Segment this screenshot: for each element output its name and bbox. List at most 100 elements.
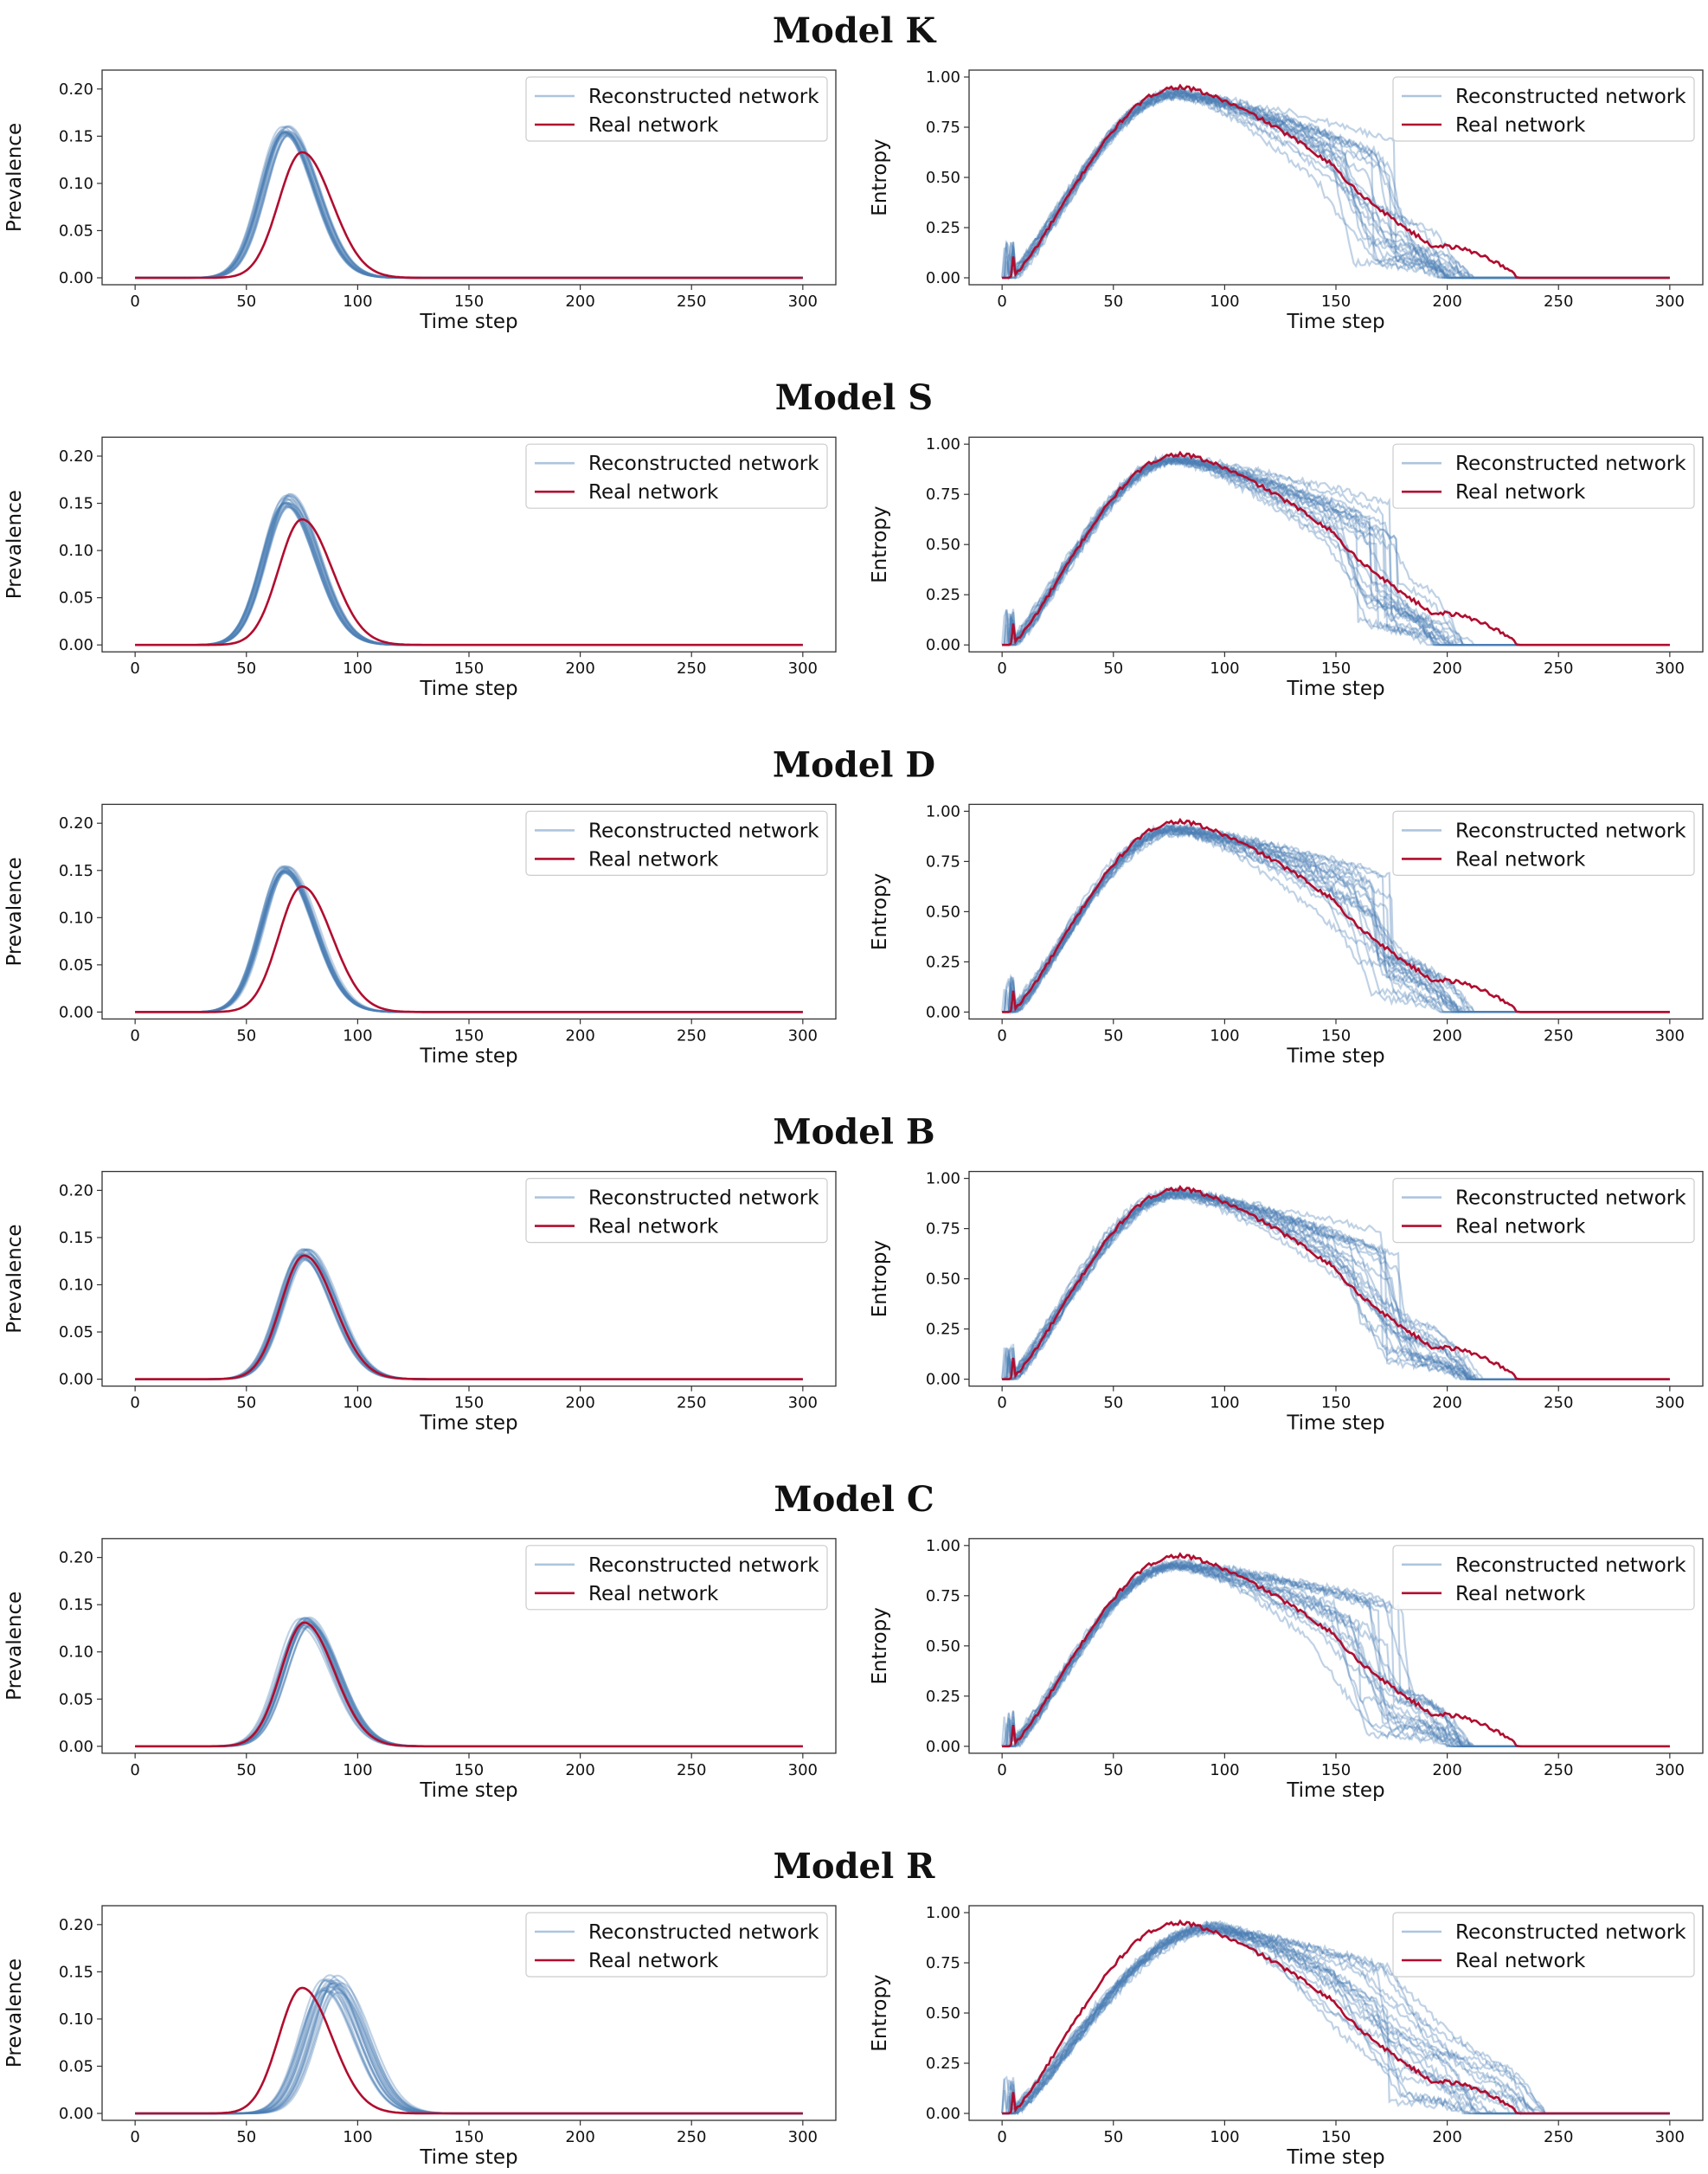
legend-real-label: Real network <box>588 114 719 137</box>
reconstructed-series-line <box>135 1251 803 1380</box>
reconstructed-series-line <box>135 1979 803 2115</box>
x-tick-label: 200 <box>1432 659 1461 678</box>
x-tick-label: 150 <box>1321 1761 1351 1779</box>
reconstructed-series-line <box>135 1625 803 1747</box>
y-tick-label: 0.15 <box>59 127 93 145</box>
reconstructed-series-line <box>135 502 803 646</box>
x-tick-label: 250 <box>677 2128 706 2146</box>
x-tick-label: 50 <box>236 659 256 678</box>
reconstructed-series-line <box>135 1618 803 1747</box>
reconstructed-series-line <box>135 1974 803 2115</box>
x-tick-label: 50 <box>1103 1394 1123 1412</box>
legend: Reconstructed network Real network <box>1392 1912 1695 1978</box>
legend-reconstructed-label: Reconstructed network <box>588 1187 819 1210</box>
reconstructed-series-line <box>135 1985 803 2115</box>
entropy-panel: 0 50 100 150 200 250 300 0.00 0.25 0.50 0.75 1.00 Ti… <box>869 68 1704 333</box>
legend-box <box>525 1177 828 1244</box>
legend: Reconstructed network Real network <box>525 1177 828 1244</box>
x-axis-label: Time step <box>419 1045 517 1067</box>
real-series-line <box>1002 83 1670 280</box>
reconstructed-series-line <box>135 871 803 1013</box>
legend-box <box>1392 810 1695 877</box>
reconstructed-series-line <box>135 1256 803 1380</box>
legend: Reconstructed network Real network <box>525 443 828 509</box>
reconstructed-series-line <box>135 1989 803 2115</box>
reconstructed-series-line <box>135 872 803 1013</box>
x-axis-label: Time step <box>419 1412 517 1435</box>
x-tick-label: 150 <box>454 2128 484 2146</box>
x-tick-label: 50 <box>1103 1026 1123 1045</box>
reconstructed-series-line <box>135 1624 803 1747</box>
y-axis-label: Entropy <box>869 873 891 950</box>
y-tick-label: 0.20 <box>59 447 93 466</box>
legend: Reconstructed network Real network <box>1392 810 1695 877</box>
reconstructed-series-line <box>135 1617 803 1747</box>
x-axis-label: Time step <box>1286 678 1384 700</box>
x-tick-label: 250 <box>677 293 706 311</box>
real-series-line <box>1002 1552 1670 1748</box>
y-tick-label: 0.15 <box>59 1229 93 1247</box>
reconstructed-series-line <box>135 865 803 1013</box>
legend: Reconstructed network Real network <box>1392 76 1695 142</box>
y-tick-label: 0.10 <box>59 175 93 193</box>
x-tick-label: 200 <box>565 659 594 678</box>
reconstructed-series-line <box>135 866 803 1013</box>
reconstructed-series-line <box>135 502 803 646</box>
reconstructed-series-line <box>135 1254 803 1380</box>
model-title: Model C <box>774 1479 934 1520</box>
reconstructed-series-line <box>135 870 803 1013</box>
real-series-line <box>135 1254 803 1380</box>
reconstructed-series-line <box>135 1981 803 2115</box>
legend-reconstructed-label: Reconstructed network <box>1455 1187 1686 1210</box>
y-tick-label: 0.05 <box>59 589 93 608</box>
y-tick-label: 0.25 <box>926 953 960 971</box>
y-tick-label: 0.75 <box>926 1220 960 1238</box>
y-tick-label: 0.75 <box>926 1954 960 1972</box>
y-tick-label: 0.50 <box>926 2004 960 2023</box>
x-tick-label: 300 <box>788 1026 818 1045</box>
y-axis-label: Entropy <box>869 506 891 583</box>
x-tick-label: 100 <box>343 2128 372 2146</box>
y-tick-label: 0.00 <box>926 1003 960 1021</box>
x-tick-label: 50 <box>1103 1761 1123 1779</box>
legend: Reconstructed network Real network <box>1392 1177 1695 1244</box>
x-axis-label: Time step <box>419 2146 517 2169</box>
reconstructed-series-line <box>135 1979 803 2115</box>
reconstructed-series-line <box>135 1248 803 1380</box>
y-tick-label: 0.00 <box>926 269 960 287</box>
x-tick-label: 50 <box>236 1394 256 1412</box>
y-tick-label: 0.10 <box>59 542 93 560</box>
x-tick-label: 300 <box>788 2128 818 2146</box>
reconstructed-series-line <box>135 502 803 646</box>
y-axis-label: Prevalence <box>3 123 26 232</box>
x-tick-label: 250 <box>1544 1761 1573 1779</box>
legend: Reconstructed network Real network <box>525 76 828 142</box>
x-tick-label: 100 <box>343 1394 372 1412</box>
reconstructed-series-line <box>135 498 803 646</box>
y-axis-label: Entropy <box>869 1974 891 2051</box>
entropy-panel: 0 50 100 150 200 250 300 0.00 0.25 0.50 0.75 1.00 Ti… <box>869 802 1704 1067</box>
y-tick-label: 1.00 <box>926 1904 960 1922</box>
reconstructed-series-line <box>135 1624 803 1747</box>
x-tick-label: 0 <box>130 293 139 311</box>
legend-real-label: Real network <box>1455 481 1586 504</box>
y-tick-label: 0.15 <box>59 495 93 513</box>
reconstructed-series-line <box>135 1987 803 2115</box>
x-tick-label: 150 <box>454 1761 484 1779</box>
x-tick-label: 300 <box>1655 659 1685 678</box>
y-tick-label: 0.10 <box>59 1277 93 1295</box>
y-tick-label: 0.50 <box>926 536 960 554</box>
x-tick-label: 100 <box>1210 1394 1239 1412</box>
prevalence-panel: 0 50 100 150 200 250 300 0.00 0.05 0.10 0.15 0.20 Ti… <box>3 1538 837 1802</box>
x-tick-label: 100 <box>1210 1026 1239 1045</box>
reconstructed-series-line <box>135 870 803 1013</box>
legend-reconstructed-label: Reconstructed network <box>588 86 819 108</box>
real-series-line <box>135 1621 803 1748</box>
legend-reconstructed-label: Reconstructed network <box>1455 86 1686 108</box>
reconstructed-series-line <box>135 1978 803 2115</box>
reconstructed-series-line <box>135 872 803 1013</box>
reconstructed-series-line <box>135 1989 803 2115</box>
model-title: Model D <box>773 744 935 785</box>
x-axis-label: Time step <box>419 311 517 333</box>
